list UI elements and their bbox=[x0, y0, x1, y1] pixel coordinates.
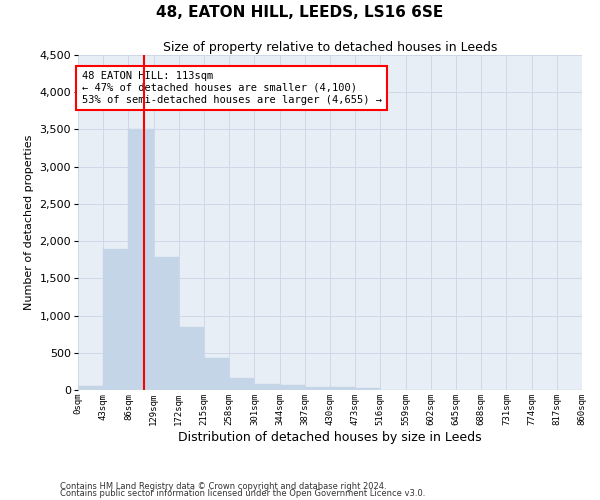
Bar bbox=[254, 384, 280, 390]
Text: Contains public sector information licensed under the Open Government Licence v3: Contains public sector information licen… bbox=[60, 489, 425, 498]
Bar bbox=[330, 388, 355, 390]
Bar bbox=[355, 388, 380, 390]
Text: 48, EATON HILL, LEEDS, LS16 6SE: 48, EATON HILL, LEEDS, LS16 6SE bbox=[157, 5, 443, 20]
Bar bbox=[128, 130, 154, 390]
Bar bbox=[154, 258, 179, 390]
Title: Size of property relative to detached houses in Leeds: Size of property relative to detached ho… bbox=[163, 41, 497, 54]
Bar bbox=[78, 386, 103, 390]
X-axis label: Distribution of detached houses by size in Leeds: Distribution of detached houses by size … bbox=[178, 430, 482, 444]
Bar bbox=[280, 385, 305, 390]
Text: Contains HM Land Registry data © Crown copyright and database right 2024.: Contains HM Land Registry data © Crown c… bbox=[60, 482, 386, 491]
Bar bbox=[229, 378, 254, 390]
Bar bbox=[103, 248, 128, 390]
Bar bbox=[305, 386, 330, 390]
Bar bbox=[204, 358, 229, 390]
Bar bbox=[179, 326, 204, 390]
Y-axis label: Number of detached properties: Number of detached properties bbox=[24, 135, 34, 310]
Text: 48 EATON HILL: 113sqm
← 47% of detached houses are smaller (4,100)
53% of semi-d: 48 EATON HILL: 113sqm ← 47% of detached … bbox=[82, 72, 382, 104]
